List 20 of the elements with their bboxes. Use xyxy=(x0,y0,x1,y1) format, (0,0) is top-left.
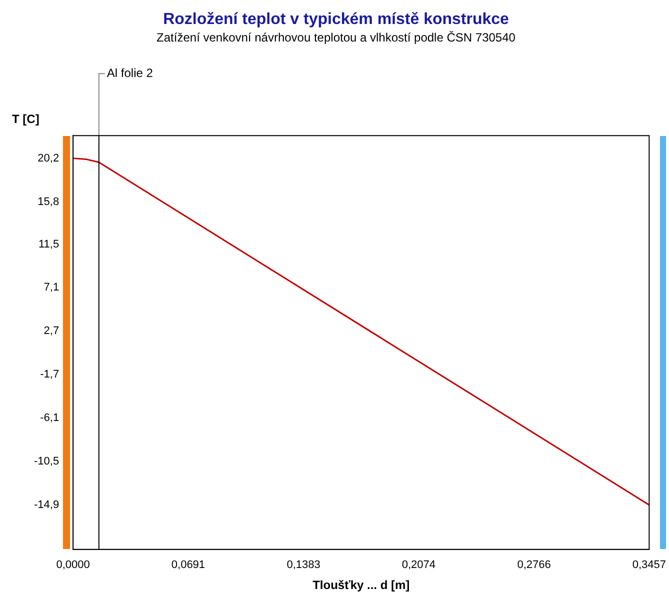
y-tick-label: 15,8 xyxy=(38,196,60,208)
y-tick-label: 7,1 xyxy=(44,282,60,294)
x-tick-label: 0,2074 xyxy=(402,559,436,572)
ref-line-label: Al folie 2 xyxy=(106,66,154,80)
x-tick-label: 0,1383 xyxy=(286,559,320,572)
y-tick-label: 2,7 xyxy=(44,325,60,338)
x-tick-label: 0,3457 xyxy=(632,559,666,572)
x-tick-label: 0,2766 xyxy=(517,559,551,572)
chart-title: Rozložení teplot v typickém místě konstrukce xyxy=(163,11,510,28)
y-tick-label: 11,5 xyxy=(38,238,60,250)
chart-subtitle: Zatížení venkovní návrhovou teplotou a vlhkostí podle ČSN 730540 xyxy=(156,30,516,45)
y-tick-label: -14,9 xyxy=(34,498,60,511)
y-tick-label: -6,1 xyxy=(40,412,60,424)
y-tick-label: -10,5 xyxy=(34,456,60,468)
y-axis-title: T [C] xyxy=(12,112,40,126)
x-axis-title: Tloušťky ... d [m] xyxy=(312,578,410,592)
x-tick-label: 0,0691 xyxy=(171,559,206,572)
x-tick-label: 0,0000 xyxy=(56,559,90,572)
y-tick-label: 20,2 xyxy=(38,152,60,164)
y-tick-label: -1,7 xyxy=(40,368,60,381)
